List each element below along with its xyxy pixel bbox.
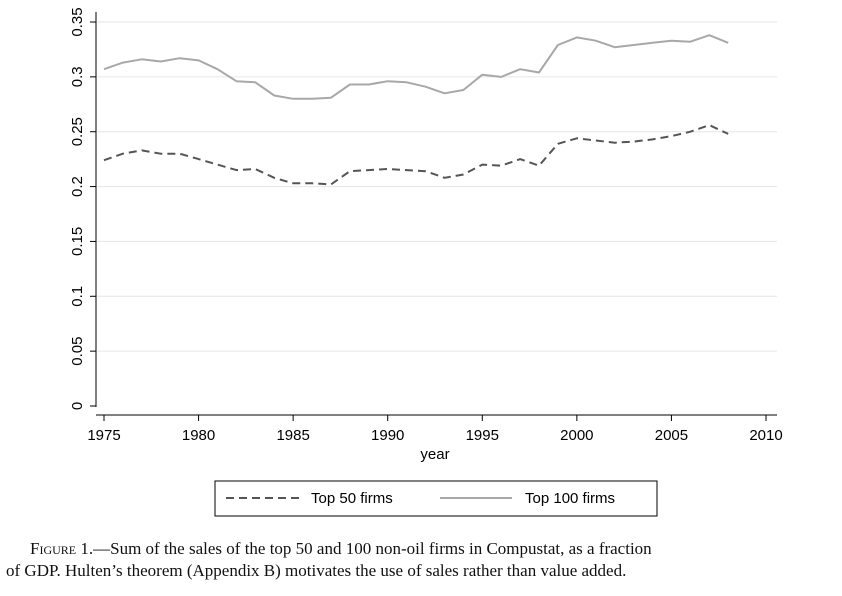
y-tick-label-5: 0.25: [69, 117, 86, 146]
y-tick-label-1: 0.05: [69, 337, 86, 366]
data-series: [103, 34, 729, 186]
x-axis-title: year: [420, 446, 449, 463]
y-tick-label-6: 0.3: [69, 66, 86, 87]
legend-label-0: Top 50 firms: [311, 490, 393, 507]
chart-area: 0 0.05 0.1 0.15 0.2 0.25 0.3 0.35 1975 1980 1985 19…: [69, 7, 783, 517]
x-tick-label-1: 1980: [182, 427, 215, 444]
y-tick-label-7: 0.35: [69, 7, 86, 36]
axes: 0 0.05 0.1 0.15 0.2 0.25 0.3 0.35 1975 1980 1985 19…: [69, 7, 783, 444]
legend-box: [214, 480, 658, 517]
x-tick-label-4: 1995: [466, 427, 499, 444]
figure-caption-text-1: —Sum of the sales of the top 50 and 100 …: [93, 539, 652, 558]
y-tick-label-0: 0: [69, 402, 86, 410]
y-tick-label-4: 0.2: [69, 176, 86, 197]
legend: Top 50 firms Top 100 firms: [214, 480, 658, 517]
figure-caption-line-2: of GDP. Hulten’s theorem (Appendix B) mo…: [6, 561, 627, 580]
gridlines: [97, 21, 777, 352]
figure-caption-line-1: Figure 1.—Sum of the sales of the top 50…: [0, 538, 842, 560]
figure-label: Figure 1.: [30, 539, 94, 558]
y-tick-label-2: 0.1: [69, 286, 86, 307]
legend-label-1: Top 100 firms: [525, 490, 615, 507]
x-tick-label-7: 2010: [749, 427, 782, 444]
series-line-top-50-firms: [103, 124, 729, 186]
x-tick-label-0: 1975: [87, 427, 120, 444]
x-tick-label-2: 1985: [276, 427, 309, 444]
x-tick-label-3: 1990: [371, 427, 404, 444]
series-line-top-100-firms: [103, 34, 729, 100]
x-tick-label-5: 2000: [560, 427, 593, 444]
y-tick-label-3: 0.15: [69, 227, 86, 256]
x-tick-label-6: 2005: [655, 427, 688, 444]
